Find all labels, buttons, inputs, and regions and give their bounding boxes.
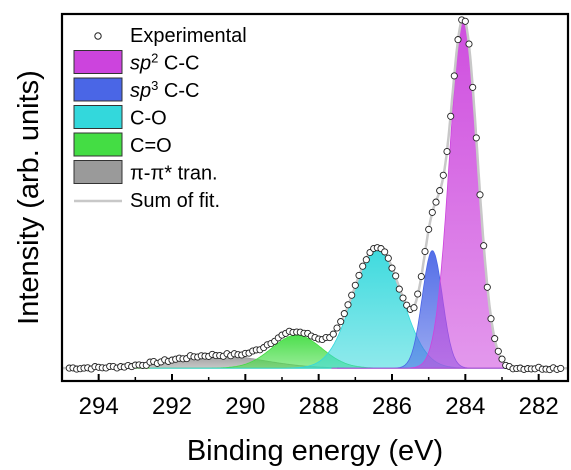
legend-swatch-pi [73, 160, 123, 184]
experimental-point [454, 36, 462, 44]
peak-co [150, 246, 568, 369]
legend-item-exp: Experimental [94, 25, 247, 47]
experimental-point [340, 310, 348, 318]
legend-swatch-sp3 [73, 77, 123, 102]
experimental-point [362, 256, 370, 264]
experimental-points [65, 16, 565, 374]
experimental-point [355, 271, 363, 279]
experimental-point [487, 315, 495, 323]
legend-swatch-co [73, 105, 123, 129]
experimental-point [436, 187, 444, 195]
experimental-point [443, 147, 451, 156]
legend-item-co: C-O [73, 105, 167, 130]
experimental-point [381, 248, 389, 256]
experimental-point [333, 324, 341, 332]
experimental-point [337, 318, 345, 326]
experimental-point [344, 301, 352, 309]
experimental-point [414, 290, 422, 298]
legend-marker-circle [94, 32, 102, 40]
experimental-point [348, 291, 356, 299]
experimental-point [498, 355, 506, 363]
experimental-point [483, 283, 491, 291]
experimental-point [450, 72, 458, 80]
experimental-point [447, 112, 455, 120]
experimental-point [465, 40, 473, 48]
legend-swatch-sp2 [73, 50, 123, 74]
x-tick-label: 290 [225, 393, 265, 420]
experimental-point [351, 281, 359, 289]
legend-label-c2o: C=O [130, 135, 172, 157]
x-tick-label: 292 [152, 393, 192, 420]
legend-label-pi: π-π* tran. [130, 163, 218, 185]
x-tick-label: 282 [519, 393, 559, 420]
y-axis-title: Intensity (arb. units) [13, 70, 45, 325]
plot-frame [60, 12, 570, 383]
experimental-point [421, 247, 429, 256]
experimental-point [395, 285, 403, 293]
experimental-point [392, 272, 400, 280]
x-tick-label: 286 [372, 393, 412, 420]
legend: Experimental sp2 C-C sp3 C-C C-O C=O π-π* tra… [73, 25, 247, 212]
experimental-point [417, 272, 425, 281]
x-tick-label: 284 [445, 393, 485, 420]
experimental-point [359, 262, 367, 270]
experimental-point [461, 17, 469, 25]
experimental-point [480, 242, 488, 250]
experimental-point [469, 83, 477, 91]
legend-label-sp2: sp2 C-C [130, 50, 199, 75]
experimental-point [428, 208, 436, 216]
legend-item-c2o: C=O [73, 132, 172, 157]
experimental-point [425, 225, 433, 233]
legend-label-sp3: sp3 C-C [130, 78, 199, 103]
legend-label-co: C-O [130, 108, 167, 130]
x-tick-label: 288 [299, 393, 339, 420]
legend-item-sp2: sp2 C-C [73, 50, 199, 75]
legend-label-sum: Sum of fit. [130, 190, 220, 212]
legend-item-sum: Sum of fit. [74, 190, 220, 212]
experimental-point [439, 171, 447, 179]
experimental-point [388, 264, 396, 272]
legend-item-pi: π-π* tran. [73, 160, 218, 185]
x-tick-label: 294 [79, 393, 119, 420]
x-axis-ticks: 294 292 290 288 286 284 282 [79, 374, 559, 420]
legend-label-exp: Experimental [130, 25, 247, 47]
x-axis-title: Binding energy (eV) [187, 435, 443, 467]
experimental-point [557, 364, 565, 372]
experimental-point [410, 304, 418, 312]
experimental-point [329, 330, 337, 338]
experimental-point [432, 198, 440, 206]
experimental-point [476, 191, 484, 199]
experimental-point [491, 335, 499, 343]
experimental-point [399, 294, 407, 302]
experimental-point [494, 347, 502, 355]
experimental-point [472, 134, 480, 142]
legend-item-sp3: sp3 C-C [73, 77, 199, 103]
experimental-point [384, 254, 392, 262]
legend-swatch-c2o [73, 132, 123, 157]
